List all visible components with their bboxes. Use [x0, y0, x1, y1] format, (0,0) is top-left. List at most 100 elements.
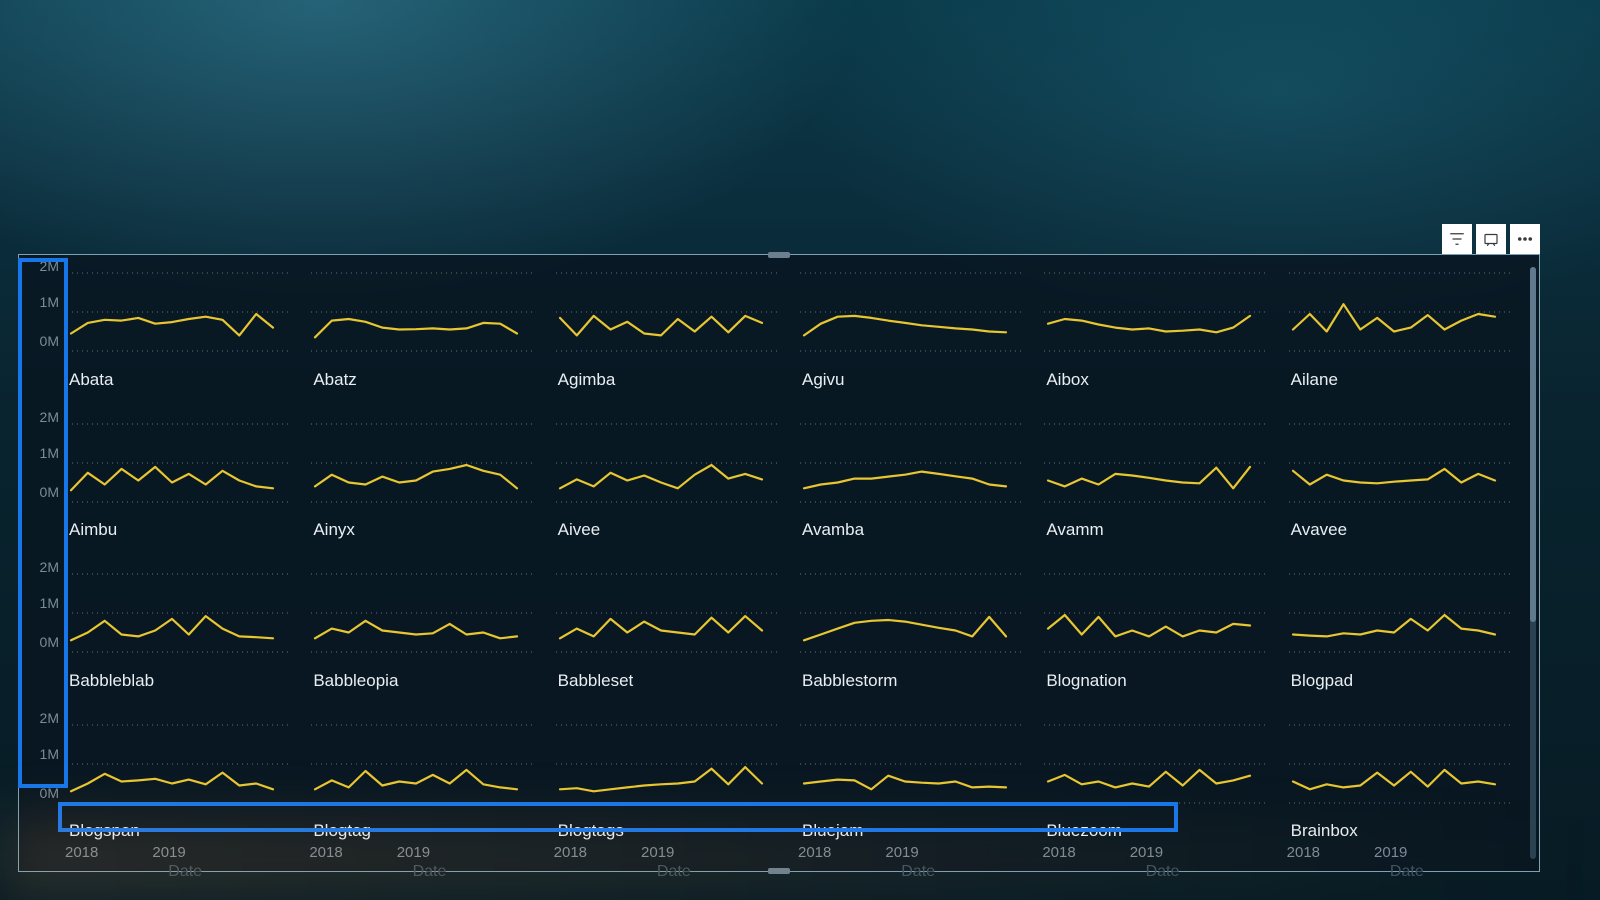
cell-title: Avamba: [802, 520, 864, 540]
cell-title: Ailane: [1291, 370, 1338, 390]
sparkline: [67, 269, 289, 355]
cell-title: Babbleset: [558, 671, 634, 691]
chart-cell[interactable]: Abatz: [307, 263, 551, 414]
chart-cell[interactable]: Avavee: [1285, 414, 1529, 565]
sparkline: [556, 420, 778, 506]
x-axis-labels: 2018 2019: [63, 844, 307, 861]
x-axis-title: Date: [307, 863, 551, 881]
cell-title: Blogtags: [558, 821, 624, 841]
x-axis-labels: 2018 2019: [552, 844, 796, 861]
sparkline: [800, 420, 1022, 506]
chart-cell[interactable]: 2M 1M 0M Babbleblab: [63, 564, 307, 715]
chart-cell[interactable]: Blognation: [1040, 564, 1284, 715]
sparkline: [1044, 570, 1266, 656]
sparkline: [311, 420, 533, 506]
chart-cell[interactable]: Brainbox 2018 2019 Date: [1285, 715, 1529, 866]
cell-title: Agivu: [802, 370, 845, 390]
visual-toolbar: [1442, 224, 1540, 254]
sparkline: [1044, 269, 1266, 355]
x-axis-labels: 2018 2019: [796, 844, 1040, 861]
chart-grid: 2M 1M 0M Abata Abatz: [63, 263, 1529, 865]
cell-title: Aivee: [558, 520, 601, 540]
resize-handle-top[interactable]: [768, 252, 790, 258]
sparkline: [800, 269, 1022, 355]
sparkline: [1044, 721, 1266, 807]
focus-mode-button[interactable]: [1476, 224, 1506, 254]
chart-cell[interactable]: Agimba: [552, 263, 796, 414]
cell-title: Blognation: [1046, 671, 1126, 691]
sparkline: [556, 269, 778, 355]
focus-icon: [1482, 230, 1500, 248]
chart-cell[interactable]: Agivu: [796, 263, 1040, 414]
chart-cell[interactable]: Bluezoom 2018 2019 Date: [1040, 715, 1284, 866]
sparkline: [67, 570, 289, 656]
chart-cell[interactable]: 2M 1M 0M Aimbu: [63, 414, 307, 565]
small-multiples-panel[interactable]: 2M 1M 0M Abata Abatz: [18, 254, 1540, 872]
x-axis-title: Date: [552, 863, 796, 881]
cell-title: Babblestorm: [802, 671, 897, 691]
chart-cell[interactable]: Avamba: [796, 414, 1040, 565]
cell-title: Abata: [69, 370, 113, 390]
cell-title: Agimba: [558, 370, 616, 390]
x-axis-labels: 2018 2019: [1040, 844, 1284, 861]
sparkline: [1289, 420, 1511, 506]
sparkline: [1289, 721, 1511, 807]
vertical-scrollbar[interactable]: [1530, 267, 1536, 859]
chart-cell[interactable]: Babbleopia: [307, 564, 551, 715]
x-axis-title: Date: [1040, 863, 1284, 881]
sparkline: [1289, 269, 1511, 355]
x-axis-labels: 2018 2019: [307, 844, 551, 861]
sparkline: [800, 721, 1022, 807]
cell-title: Babbleblab: [69, 671, 154, 691]
sparkline: [1289, 570, 1511, 656]
x-axis-title: Date: [63, 863, 307, 881]
more-icon: [1516, 230, 1534, 248]
sparkline: [556, 721, 778, 807]
cell-title: Blogpad: [1291, 671, 1353, 691]
chart-cell[interactable]: Blogtags 2018 2019 Date: [552, 715, 796, 866]
cell-title: Babbleopia: [313, 671, 398, 691]
cell-title: Aibox: [1046, 370, 1089, 390]
cell-title: Ainyx: [313, 520, 355, 540]
x-axis-labels: 2018 2019: [1285, 844, 1529, 861]
filter-button[interactable]: [1442, 224, 1472, 254]
chart-cell[interactable]: 2M 1M 0M Blogspan 2018 2019 Date: [63, 715, 307, 866]
sparkline: [311, 570, 533, 656]
y-axis-labels: 2M 1M 0M: [23, 410, 59, 418]
sparkline: [1044, 420, 1266, 506]
y-axis-labels: 2M 1M 0M: [23, 259, 59, 267]
sparkline: [800, 570, 1022, 656]
cell-title: Blogspan: [69, 821, 140, 841]
cell-title: Abatz: [313, 370, 356, 390]
sparkline: [67, 420, 289, 506]
cell-title: Bluejam: [802, 821, 863, 841]
scrollbar-thumb[interactable]: [1530, 267, 1536, 622]
x-axis-title: Date: [796, 863, 1040, 881]
cell-title: Blogtag: [313, 821, 371, 841]
sparkline: [67, 721, 289, 807]
filter-icon: [1448, 230, 1466, 248]
chart-cell[interactable]: Aivee: [552, 414, 796, 565]
sparkline: [556, 570, 778, 656]
chart-cell[interactable]: Aibox: [1040, 263, 1284, 414]
desktop-background: 2M 1M 0M Abata Abatz: [0, 0, 1600, 900]
chart-cell[interactable]: Bluejam 2018 2019 Date: [796, 715, 1040, 866]
chart-cell[interactable]: Babblestorm: [796, 564, 1040, 715]
chart-cell[interactable]: Babbleset: [552, 564, 796, 715]
chart-cell[interactable]: Avamm: [1040, 414, 1284, 565]
y-axis-labels: 2M 1M 0M: [23, 711, 59, 719]
x-axis-title: Date: [1285, 863, 1529, 881]
cell-title: Brainbox: [1291, 821, 1358, 841]
cell-title: Aimbu: [69, 520, 117, 540]
chart-cell[interactable]: Blogpad: [1285, 564, 1529, 715]
cell-title: Bluezoom: [1046, 821, 1122, 841]
chart-cell[interactable]: Ainyx: [307, 414, 551, 565]
cell-title: Avavee: [1291, 520, 1347, 540]
cell-title: Avamm: [1046, 520, 1103, 540]
sparkline: [311, 269, 533, 355]
chart-cell[interactable]: 2M 1M 0M Abata: [63, 263, 307, 414]
chart-cell[interactable]: Blogtag 2018 2019 Date: [307, 715, 551, 866]
chart-cell[interactable]: Ailane: [1285, 263, 1529, 414]
y-axis-labels: 2M 1M 0M: [23, 560, 59, 568]
more-options-button[interactable]: [1510, 224, 1540, 254]
